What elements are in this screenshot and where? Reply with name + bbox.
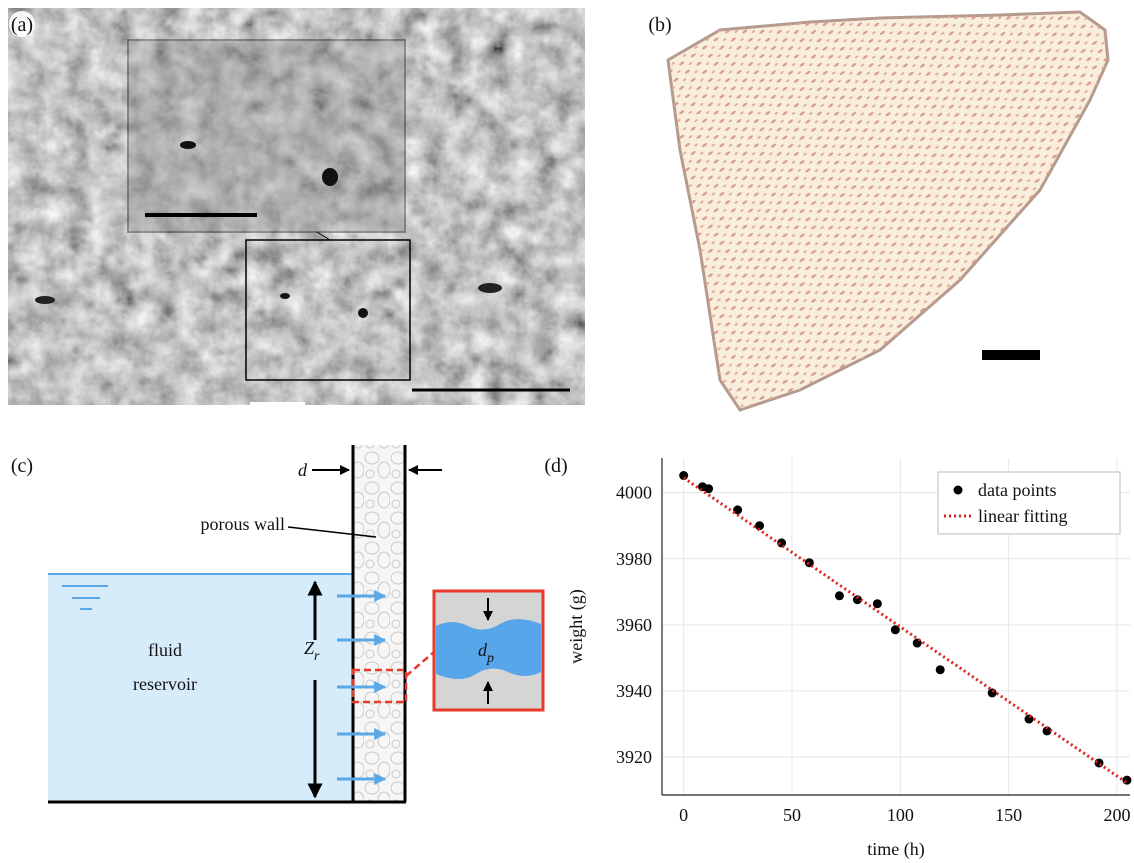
porous-wall-label: porous wall	[201, 514, 286, 534]
diagram-shapes	[48, 445, 543, 802]
y-tick-label: 3960	[616, 615, 652, 635]
data-point	[936, 665, 945, 674]
panel-label: (d)	[544, 455, 567, 477]
panel-label: (b)	[648, 14, 671, 36]
sem-image	[8, 8, 585, 406]
y-tick-label: 3940	[616, 681, 652, 701]
x-tick-label: 50	[783, 805, 801, 825]
wall-thickness-label: d	[298, 460, 308, 480]
data-point	[1122, 776, 1131, 785]
y-tick-label: 4000	[616, 483, 652, 503]
height-subscript: r	[314, 649, 320, 664]
data-point	[873, 599, 882, 608]
x-tick-label: 0	[679, 805, 688, 825]
y-tick-label: 3920	[616, 747, 652, 767]
legend-swatch	[954, 486, 963, 495]
figure: (a) (b) (c)	[0, 0, 1134, 863]
x-tick-label: 150	[995, 805, 1022, 825]
reservoir-label: fluid	[148, 640, 182, 660]
data-point	[835, 591, 844, 600]
panel-label: (a)	[11, 14, 33, 36]
reconstruction-image	[668, 12, 1108, 410]
panel-label: (c)	[11, 455, 33, 477]
x-tick-label: 100	[887, 805, 914, 825]
reservoir-label: reservoir	[133, 674, 197, 694]
chart: 3920 3940 3960 3980 4000 0 50 100 150 200 time (h)…	[566, 458, 1131, 860]
legend-label: data points	[978, 480, 1057, 500]
y-tick-label: 3980	[616, 549, 652, 569]
pore-subscript: p	[486, 651, 494, 666]
x-axis-label: time (h)	[867, 839, 924, 860]
data-point	[1025, 715, 1034, 724]
y-axis-label: weight (g)	[566, 589, 587, 663]
legend-label: linear fitting	[978, 506, 1067, 526]
x-tick-label: 200	[1104, 805, 1131, 825]
